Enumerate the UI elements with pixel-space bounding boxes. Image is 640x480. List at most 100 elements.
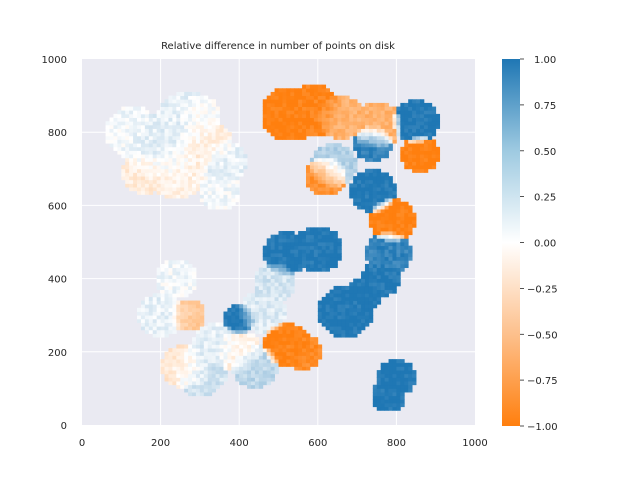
heatmap-cell (203, 135, 209, 140)
heatmap-cell (416, 168, 421, 173)
heatmap-cell (247, 381, 252, 386)
heatmap-cell (282, 231, 287, 236)
heatmap-cell (176, 106, 181, 111)
heatmap-cell (376, 388, 382, 393)
heatmap-cell (215, 132, 220, 137)
heatmap-cell (231, 340, 236, 345)
heatmap-cell (380, 388, 386, 393)
heatmap-cell (231, 315, 236, 320)
heatmap-cell (168, 121, 173, 126)
heatmap-cell (184, 300, 189, 305)
heatmap-cell (140, 110, 146, 115)
heatmap-cell (231, 183, 236, 188)
heatmap-cell (376, 176, 382, 181)
heatmap-cell (160, 102, 165, 107)
heatmap-cell (219, 326, 224, 331)
heatmap-cell (247, 377, 252, 382)
heatmap-cell (412, 146, 417, 151)
heatmap-cell (388, 198, 393, 203)
heatmap-cell (333, 190, 338, 195)
heatmap-cell (396, 249, 401, 254)
heatmap-cell (254, 300, 260, 305)
heatmap-cell (361, 296, 366, 301)
heatmap-cell (266, 117, 272, 122)
heatmap-cell (270, 282, 275, 287)
heatmap-cell (337, 143, 342, 148)
heatmap-cell (168, 168, 173, 173)
heatmap-cell (243, 315, 248, 320)
heatmap-cell (290, 238, 295, 243)
heatmap-cell (333, 113, 338, 118)
heatmap-cell (321, 315, 327, 320)
heatmap-cell (203, 362, 209, 367)
heatmap-cell (176, 99, 181, 104)
heatmap-cell (133, 139, 138, 144)
heatmap-cell (317, 348, 323, 353)
heatmap-cell (195, 132, 201, 137)
heatmap-cell (317, 172, 323, 177)
heatmap-cell (349, 293, 354, 298)
heatmap-cell (290, 135, 295, 140)
heatmap-cell (211, 139, 217, 144)
heatmap-cell (353, 183, 358, 188)
heatmap-cell (317, 121, 323, 126)
heatmap-cell (384, 267, 389, 272)
heatmap-cell (333, 165, 338, 170)
heatmap-cell (231, 351, 236, 356)
heatmap-cell (140, 150, 146, 155)
heatmap-cell (396, 267, 401, 272)
heatmap-cell (137, 157, 142, 162)
heatmap-cell (333, 106, 338, 111)
heatmap-cell (168, 348, 173, 353)
heatmap-cell (140, 168, 146, 173)
heatmap-cell (172, 99, 177, 104)
heatmap-cell (384, 172, 389, 177)
heatmap-cell (329, 238, 334, 243)
heatmap-cell (341, 289, 346, 294)
heatmap-cell (309, 106, 315, 111)
heatmap-cell (195, 183, 201, 188)
heatmap-cell (184, 278, 189, 283)
heatmap-cell (140, 176, 146, 181)
heatmap-cell (384, 135, 389, 140)
heatmap-cell (384, 271, 389, 276)
heatmap-cell (400, 102, 405, 107)
heatmap-cell (160, 176, 165, 181)
heatmap-cell (184, 187, 189, 192)
heatmap-cell (400, 150, 405, 155)
heatmap-cell (364, 278, 370, 283)
heatmap-cell (396, 395, 401, 400)
heatmap-cell (195, 322, 201, 327)
heatmap-cell (117, 139, 122, 144)
heatmap-cell (333, 187, 338, 192)
heatmap-cell (109, 132, 114, 137)
heatmap-cell (156, 329, 161, 334)
heatmap-cell (211, 384, 217, 389)
heatmap-cell (400, 366, 405, 371)
heatmap-cell (302, 252, 307, 258)
heatmap-cell (227, 322, 232, 327)
heatmap-cell (195, 373, 201, 378)
heatmap-cell (235, 370, 240, 375)
heatmap-cell (203, 201, 209, 206)
heatmap-cell (278, 318, 283, 323)
heatmap-cell (211, 205, 217, 210)
heatmap-cell (376, 234, 382, 239)
heatmap-cell (376, 223, 382, 228)
heatmap-cell (266, 304, 272, 309)
heatmap-cell (282, 102, 287, 107)
heatmap-cell (325, 110, 330, 115)
heatmap-cell (199, 348, 205, 353)
heatmap-cell (294, 245, 299, 250)
heatmap-cell (274, 370, 279, 375)
heatmap-cell (160, 117, 165, 122)
heatmap-cell (207, 381, 213, 386)
heatmap-cell (274, 95, 279, 100)
heatmap-cell (176, 370, 181, 375)
heatmap-cell (168, 176, 173, 181)
heatmap-cell (388, 399, 393, 404)
heatmap-cell (372, 227, 378, 232)
heatmap-cell (349, 165, 354, 170)
heatmap-cell (180, 113, 185, 118)
heatmap-cell (306, 84, 311, 89)
